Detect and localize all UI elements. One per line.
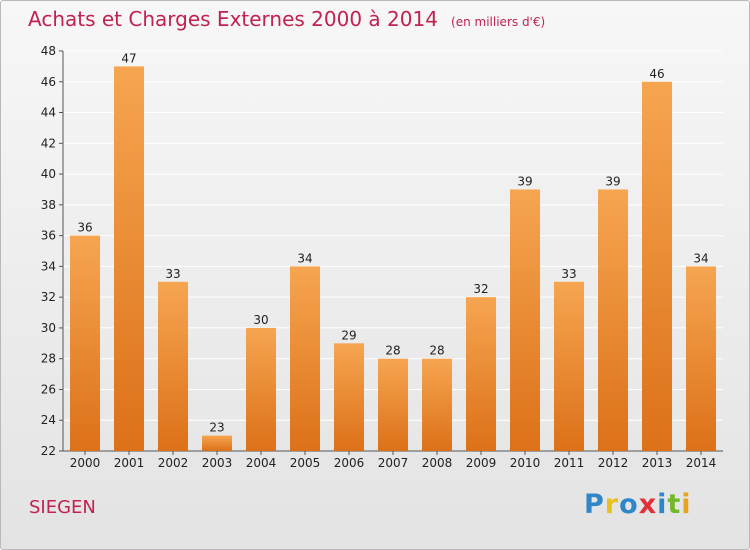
logo-letter: t — [667, 489, 682, 520]
bar-2002 — [158, 281, 188, 451]
data-label-2002: 33 — [165, 267, 180, 281]
bar-2011 — [554, 281, 584, 451]
x-tick-label-2009: 2009 — [466, 456, 497, 470]
chart-title: Achats et Charges Externes 2000 à 2014 (… — [28, 7, 545, 31]
bar-2003 — [202, 435, 232, 451]
x-tick-label-2013: 2013 — [642, 456, 673, 470]
y-tick-label: 46 — [41, 75, 56, 89]
bar-2007 — [378, 358, 408, 451]
logo-letter: i — [681, 489, 692, 520]
y-tick-label: 24 — [41, 413, 56, 427]
y-tick-label: 42 — [41, 136, 56, 150]
chart-subtitle: (en milliers d'€) — [451, 15, 546, 29]
y-tick-label: 28 — [41, 352, 56, 366]
data-label-2006: 29 — [341, 328, 356, 342]
x-tick-label-2011: 2011 — [554, 456, 585, 470]
data-label-2007: 28 — [385, 344, 400, 358]
x-tick-label-2012: 2012 — [598, 456, 629, 470]
x-tick-label-2008: 2008 — [422, 456, 453, 470]
data-label-2012: 39 — [605, 174, 620, 188]
y-tick-label: 48 — [41, 44, 56, 58]
logo-letter: r — [604, 489, 620, 520]
x-tick-label-2014: 2014 — [686, 456, 717, 470]
x-tick-label-2005: 2005 — [290, 456, 321, 470]
x-tick-label-2010: 2010 — [510, 456, 541, 470]
bar-2008 — [422, 358, 452, 451]
data-label-2013: 46 — [649, 67, 664, 81]
bar-2010 — [510, 189, 540, 451]
bar-2013 — [642, 81, 672, 452]
data-label-2010: 39 — [517, 174, 532, 188]
logo-letter: o — [619, 489, 639, 520]
data-label-2001: 47 — [121, 51, 136, 65]
bar-2004 — [246, 327, 276, 451]
data-label-2000: 36 — [77, 221, 92, 235]
data-label-2008: 28 — [429, 344, 444, 358]
y-tick-label: 26 — [41, 382, 56, 396]
logo-letter: x — [638, 489, 658, 520]
y-tick-label: 34 — [41, 259, 56, 273]
data-label-2014: 34 — [693, 251, 708, 265]
data-label-2003: 23 — [209, 421, 224, 435]
data-label-2009: 32 — [473, 282, 488, 296]
x-tick-label-2001: 2001 — [114, 456, 145, 470]
data-label-2005: 34 — [297, 251, 312, 265]
y-tick-label: 22 — [41, 444, 56, 458]
bars — [70, 66, 716, 452]
bar-2006 — [334, 343, 364, 451]
bar-2014 — [686, 266, 716, 451]
data-label-2011: 33 — [561, 267, 576, 281]
y-tick-label: 44 — [41, 106, 56, 120]
bar-2000 — [70, 235, 100, 451]
city-name: SIEGEN — [29, 497, 96, 518]
bar-2001 — [114, 66, 144, 451]
x-tick-label-2004: 2004 — [246, 456, 277, 470]
x-tick-label-2000: 2000 — [70, 456, 101, 470]
labels: 36 2000 47 2001 33 2002 23 2003 30 2004 34 2005 29 20… — [70, 51, 717, 470]
y-tick-label: 30 — [41, 321, 56, 335]
y-tick-label: 38 — [41, 198, 56, 212]
x-tick-label-2002: 2002 — [158, 456, 189, 470]
bar-2005 — [290, 266, 320, 451]
x-tick-label-2006: 2006 — [334, 456, 365, 470]
x-tick-label-2003: 2003 — [202, 456, 233, 470]
logo-letter: i — [657, 489, 668, 520]
proxiti-logo: Proxiti — [584, 489, 692, 520]
chart-title-text: Achats et Charges Externes 2000 à 2014 — [28, 7, 438, 31]
logo-letter: P — [584, 489, 605, 520]
y-tick-label: 40 — [41, 167, 56, 181]
y-tick-label: 36 — [41, 229, 56, 243]
y-tick-label: 32 — [41, 290, 56, 304]
bar-2012 — [598, 189, 628, 451]
bar-2009 — [466, 297, 496, 451]
data-label-2004: 30 — [253, 313, 268, 327]
x-tick-label-2007: 2007 — [378, 456, 409, 470]
